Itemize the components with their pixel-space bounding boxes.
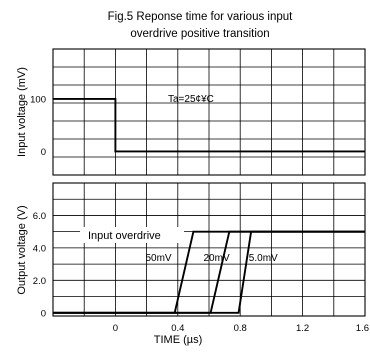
output-curve-5-0mv [53,230,365,314]
chart-title-line-2: overdrive positive transition [130,28,269,40]
output-y-tick-label: 2.0 [33,276,46,287]
input-voltage-plot-frame [52,48,366,176]
series-label-20mv: 20mV [204,253,230,264]
output-y-tick-label: 6.0 [33,211,46,222]
legend-title-backdrop [80,227,184,243]
output-voltage-axis-label: Output voltage (V) [16,205,28,294]
chart-title-line-1: Fig.5 Reponse time for various input [108,11,294,23]
series-label-50mv: 50mV [145,253,171,264]
output-voltage-plot-frame [52,182,366,317]
x-tick-label: 0.4 [171,323,184,334]
x-tick-label: 0 [113,323,118,334]
time-axis-label: TIME (µs) [154,334,203,346]
ambient-temperature-annotation: Ta=25¢¥C [168,94,214,105]
input-step-line [53,97,365,153]
x-tick-label: 1.2 [296,323,309,334]
output-y-tick-label: 0 [41,308,46,319]
x-tick-label: 1.6 [356,323,369,334]
input-y-tick-label: 100 [30,94,46,105]
output-y-tick-label: 4.0 [33,243,46,254]
input-voltage-axis-label: Input voltage (mV) [16,67,28,157]
legend-title: Input overdrive [88,230,161,242]
output-voltage-panel: Input overdrive 50mV 20mV 5.0mV 0 2.0 4.0 6.0… [16,182,369,346]
series-label-5-0mv: 5.0mV [249,253,278,264]
input-voltage-panel: 0 100 Ta=25¢¥C Input voltage (mV) [16,48,366,176]
input-y-tick-label: 0 [41,147,46,158]
x-tick-label: 0.8 [234,323,247,334]
